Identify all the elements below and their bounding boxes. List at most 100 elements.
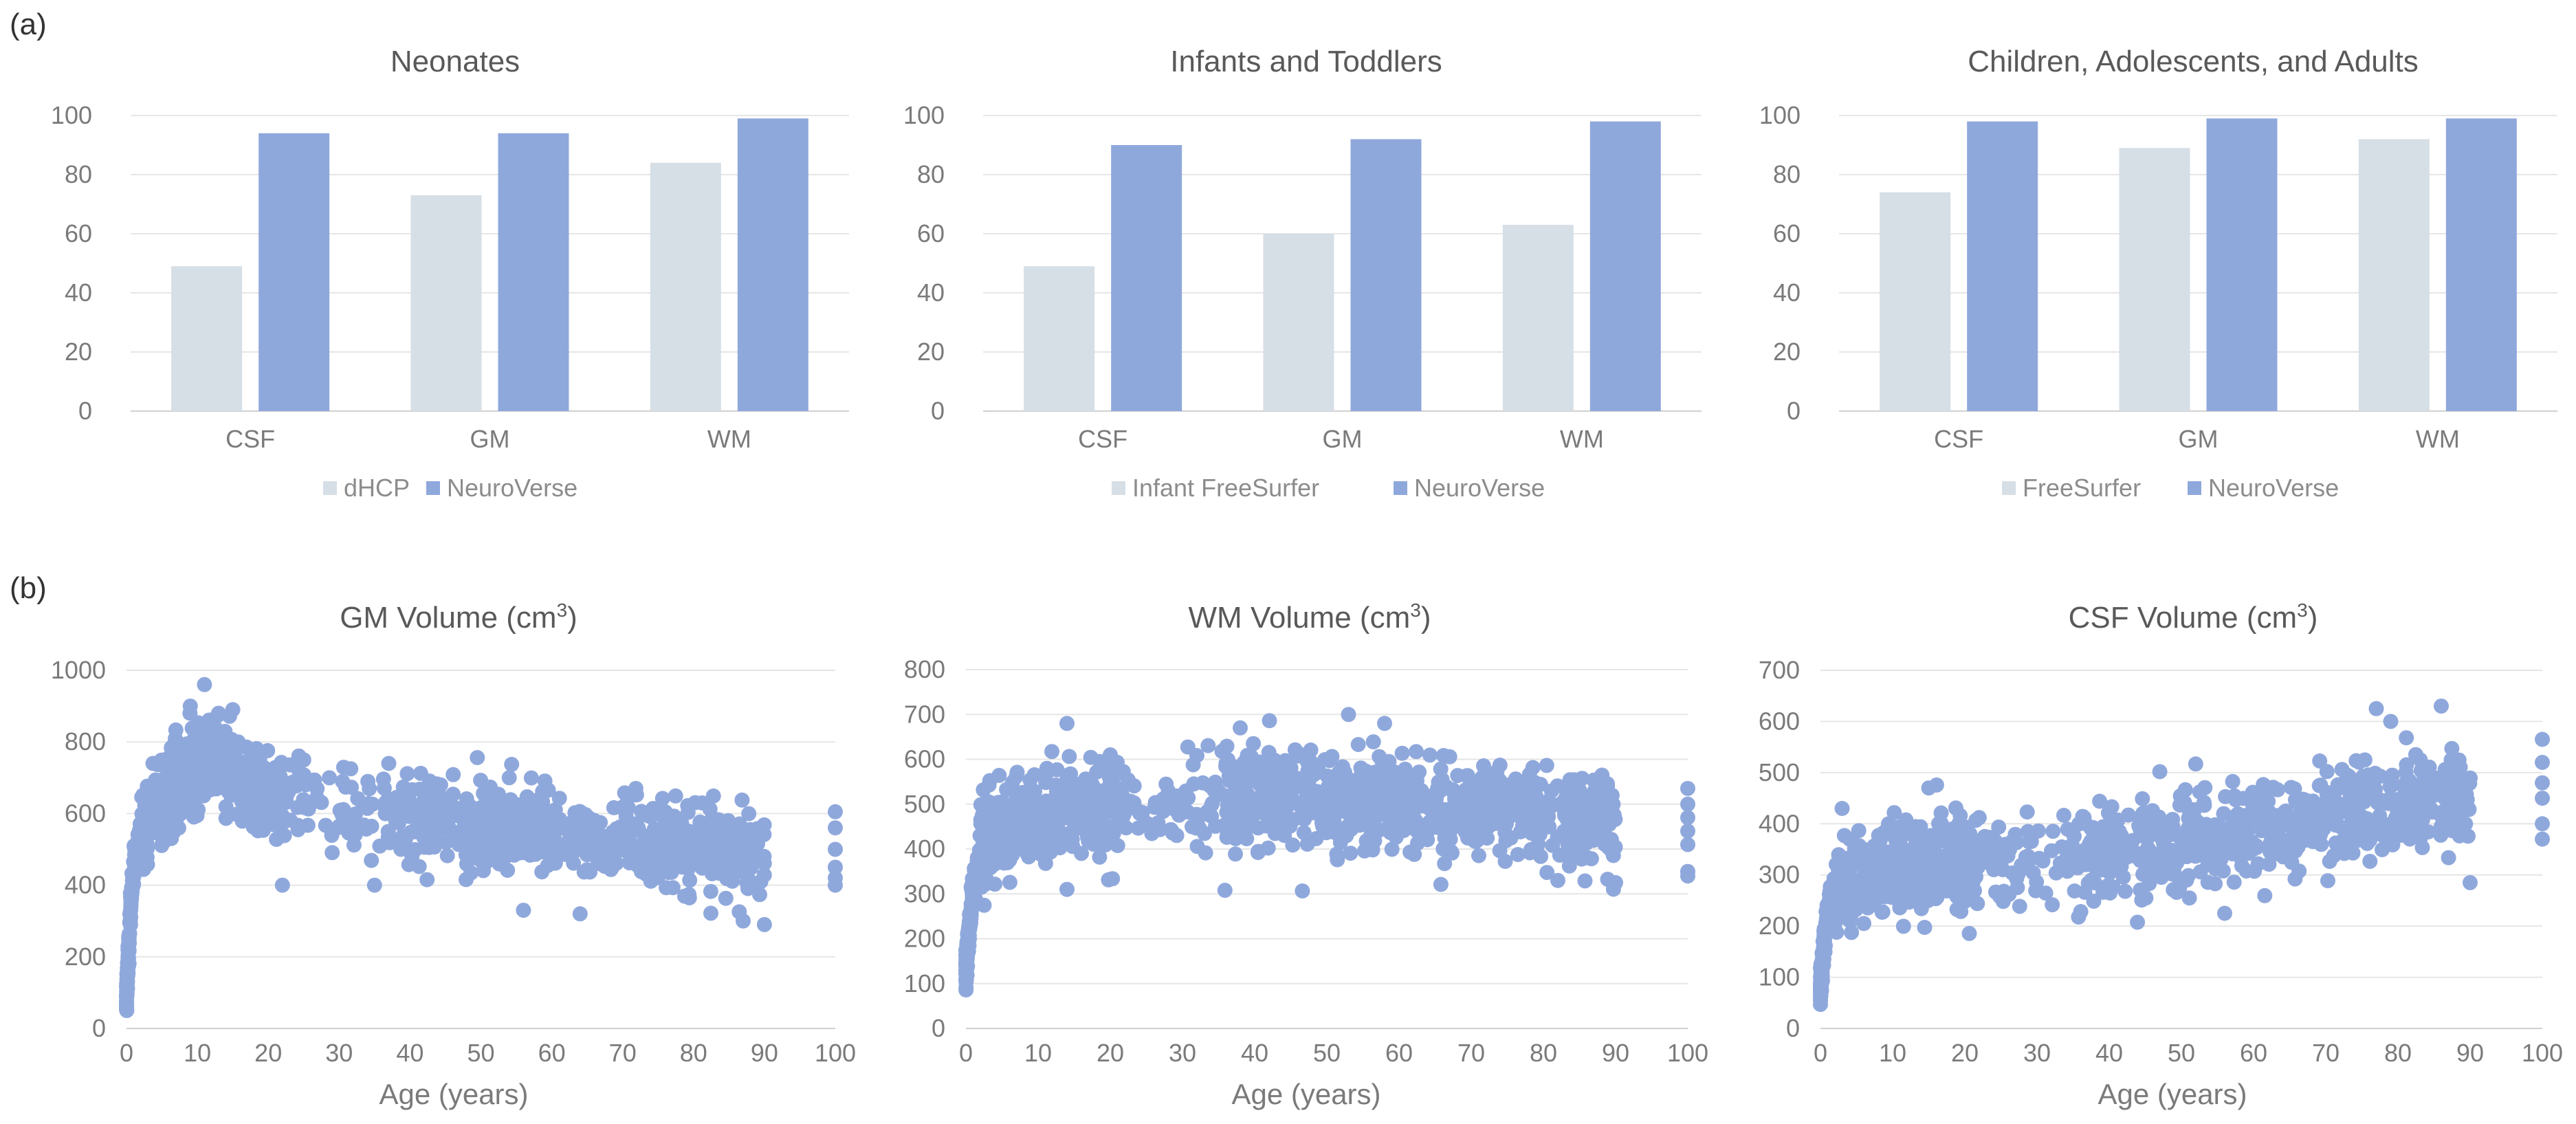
scatter-point: [406, 809, 421, 825]
scatter-point: [2230, 806, 2246, 822]
scatter-point: [324, 845, 340, 861]
legend-swatch: [426, 481, 440, 495]
scatter-point: [2462, 775, 2478, 791]
panel-label-a: (a): [10, 8, 47, 41]
scatter-point: [2435, 804, 2451, 819]
y-tick-label: 20: [65, 338, 92, 366]
scatter-point: [1921, 780, 1937, 796]
chart-title-sup: 3: [2297, 599, 2308, 621]
scatter-point: [2192, 784, 2208, 800]
y-tick-label: 200: [65, 943, 106, 971]
scatter-point: [202, 746, 218, 762]
scatter-point: [1074, 846, 1089, 861]
y-tick-label: 20: [1773, 338, 1801, 366]
scatter-point: [2283, 780, 2299, 795]
scatter-point: [1506, 806, 1521, 822]
scatter-point: [249, 773, 265, 789]
scatter-point: [1874, 905, 1890, 920]
y-tick-label: 500: [1759, 758, 1800, 786]
scatter-point: [504, 756, 520, 772]
scatter-point: [2045, 897, 2060, 913]
scatter-point: [307, 772, 322, 788]
scatter-point: [1991, 819, 2007, 835]
scatter-point: [218, 799, 234, 815]
scatter-point: [2021, 834, 2037, 850]
scatter-point: [977, 877, 993, 892]
y-tick-label: 600: [65, 799, 106, 827]
bar-freesurfer-csf: [1880, 192, 1951, 411]
scatter-point: [2535, 816, 2550, 832]
scatter-point: [1398, 815, 1414, 830]
scatter-point: [216, 752, 231, 767]
bar-infant-freesurfer-gm: [1263, 234, 1334, 411]
scatter-point: [1165, 824, 1180, 839]
scatter-point: [701, 855, 717, 871]
scatter-point: [2045, 824, 2061, 839]
scatter-point: [1471, 848, 1486, 863]
scatter-point: [1296, 825, 1312, 841]
scatter-point: [1329, 846, 1345, 862]
x-tick-label: 90: [2456, 1039, 2484, 1067]
scatter-point: [350, 791, 366, 806]
scatter-point: [1094, 783, 1110, 799]
scatter-point: [1110, 838, 1125, 853]
scatter-point: [2452, 828, 2467, 844]
scatter-point: [452, 808, 468, 824]
scatter-point: [1228, 771, 1244, 787]
scatter-point: [1550, 872, 1565, 888]
scatter-point: [1262, 790, 1277, 806]
scatter-point: [2019, 804, 2035, 820]
scatter-point: [965, 892, 980, 907]
scatter-point: [1044, 822, 1059, 837]
scatter-point: [608, 855, 624, 871]
scatter-point: [1605, 848, 1621, 863]
scatter-point: [296, 752, 311, 768]
scatter-point: [2257, 888, 2273, 903]
chart-title-end: ): [1421, 601, 1431, 635]
scatter-point: [646, 833, 661, 849]
scatter-point: [1917, 920, 1933, 935]
scatter-point: [1295, 883, 1310, 899]
scatter-point: [350, 821, 366, 837]
scatter-point: [1512, 824, 1528, 839]
scatter-point: [2415, 760, 2431, 776]
scatter-point: [1847, 841, 1862, 857]
scatter-point: [164, 830, 179, 846]
y-tick-label: 0: [932, 1014, 945, 1042]
scatter-point: [434, 820, 450, 836]
scatter-point: [1372, 784, 1388, 800]
scatter-point: [2166, 864, 2182, 880]
scatter-point: [977, 819, 993, 835]
scatter-point: [1012, 807, 1028, 823]
scatter-point: [2439, 766, 2455, 782]
scatter-point: [2451, 758, 2467, 773]
chart-title-main: CSF Volume (cm: [2069, 601, 2298, 635]
bar-chart-children-adults: Children, Adolescents, and Adults 0 20 40 60…: [1759, 45, 2557, 502]
x-tick-label: 80: [2384, 1039, 2412, 1067]
scatter-point: [2071, 909, 2087, 925]
scatter-point: [364, 852, 379, 868]
chart-title-main: GM Volume (cm: [340, 601, 556, 635]
scatter-point: [151, 786, 166, 802]
scatter-point: [2414, 839, 2430, 855]
x-tick-label: 40: [396, 1039, 423, 1067]
scatter-point: [2313, 778, 2329, 793]
legend-swatch: [323, 481, 337, 495]
scatter-point: [2447, 803, 2463, 819]
scatter-point: [445, 767, 461, 782]
scatter-point: [991, 808, 1006, 824]
scatter-point: [753, 874, 769, 890]
scatter-point: [1827, 890, 1842, 906]
scatter-point: [1130, 803, 1146, 819]
scatter-point: [1409, 744, 1424, 760]
scatter-point: [1043, 808, 1058, 824]
scatter-point: [2208, 876, 2223, 892]
scatter-point: [1163, 787, 1179, 803]
scatter-point: [828, 877, 843, 893]
scatter-point: [366, 877, 382, 893]
scatter-gm-volume: GM Volume (cm3) 0 200 400 600 800 1000 0 10 20 30 4…: [51, 599, 856, 1110]
scatter-point: [479, 824, 495, 839]
scatter-point: [1968, 813, 1984, 828]
scatter-point: [2208, 861, 2223, 877]
